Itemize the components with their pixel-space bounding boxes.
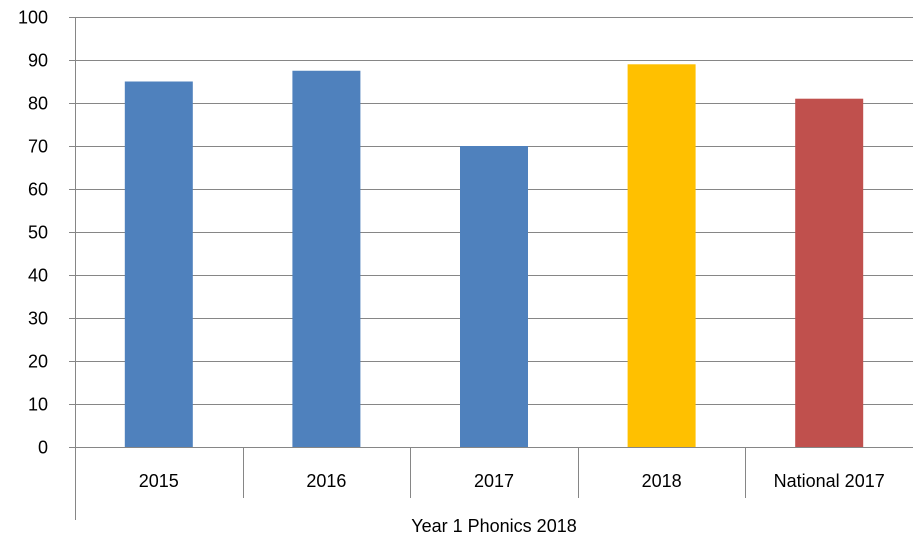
y-tick-label: 80: [28, 94, 48, 114]
bars: [124, 64, 864, 448]
y-tick-label: 60: [28, 180, 48, 200]
y-axis-tick-labels: 0 10 20 30 40 50 60 70 80 90 100: [18, 8, 48, 458]
y-tick-label: 40: [28, 266, 48, 286]
bar: [627, 64, 696, 448]
x-tick-label: 2017: [474, 471, 514, 491]
y-tick-label: 0: [38, 438, 48, 458]
y-tick-label: 20: [28, 352, 48, 372]
x-tick-label: 2018: [642, 471, 682, 491]
x-tick-label: 2015: [139, 471, 179, 491]
y-tick-label: 90: [28, 51, 48, 71]
y-tick-label: 10: [28, 395, 48, 415]
x-axis-group-label: Year 1 Phonics 2018: [411, 516, 576, 536]
y-tick-label: 50: [28, 223, 48, 243]
y-tick-label: 100: [18, 8, 48, 28]
bar: [124, 81, 193, 447]
bar: [795, 98, 864, 447]
x-axis-category-labels: 2015 2016 2017 2018 National 2017: [139, 471, 885, 491]
x-tick-label: National 2017: [774, 471, 885, 491]
y-tick-label: 30: [28, 309, 48, 329]
bar: [292, 70, 361, 447]
x-tick-label: 2016: [306, 471, 346, 491]
axes: [69, 17, 913, 520]
bar: [460, 146, 528, 447]
y-tick-label: 70: [28, 137, 48, 157]
